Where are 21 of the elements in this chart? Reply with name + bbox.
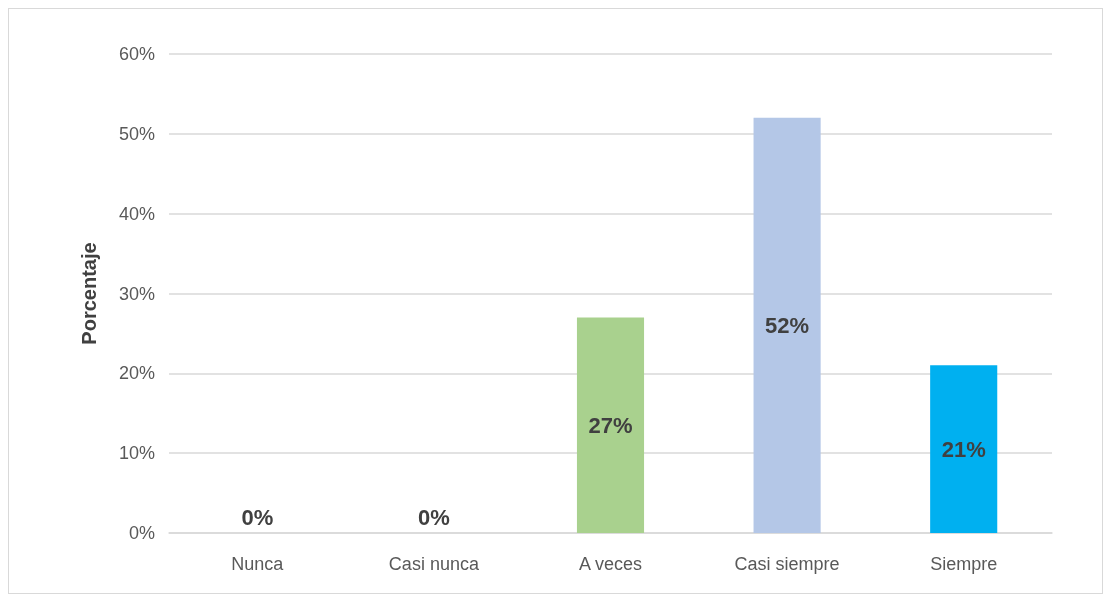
data-label: 21% (941, 436, 986, 462)
y-tick-label: 20% (118, 363, 155, 384)
x-tick-label: A veces (578, 554, 643, 574)
data-label: 0% (241, 504, 274, 530)
y-tick-label: 10% (118, 443, 155, 464)
data-label: 52% (765, 312, 810, 338)
y-tick-label: 0% (128, 523, 155, 543)
x-tick-label: Casi siempre (734, 554, 840, 574)
y-tick-label: 30% (118, 283, 155, 304)
x-tick-label: Siempre (930, 554, 998, 574)
y-axis-title: Porcentaje (78, 242, 100, 345)
y-tick-label: 60% (118, 44, 155, 64)
data-label: 0% (418, 504, 450, 530)
bar (753, 117, 821, 533)
x-tick-label: Nunca (231, 554, 285, 574)
bar (576, 317, 645, 533)
y-tick-label: 40% (118, 203, 155, 224)
bar (930, 365, 998, 533)
data-label: 27% (588, 412, 633, 438)
y-tick-label: 50% (118, 123, 155, 144)
x-tick-label: Casi nunca (388, 554, 480, 574)
